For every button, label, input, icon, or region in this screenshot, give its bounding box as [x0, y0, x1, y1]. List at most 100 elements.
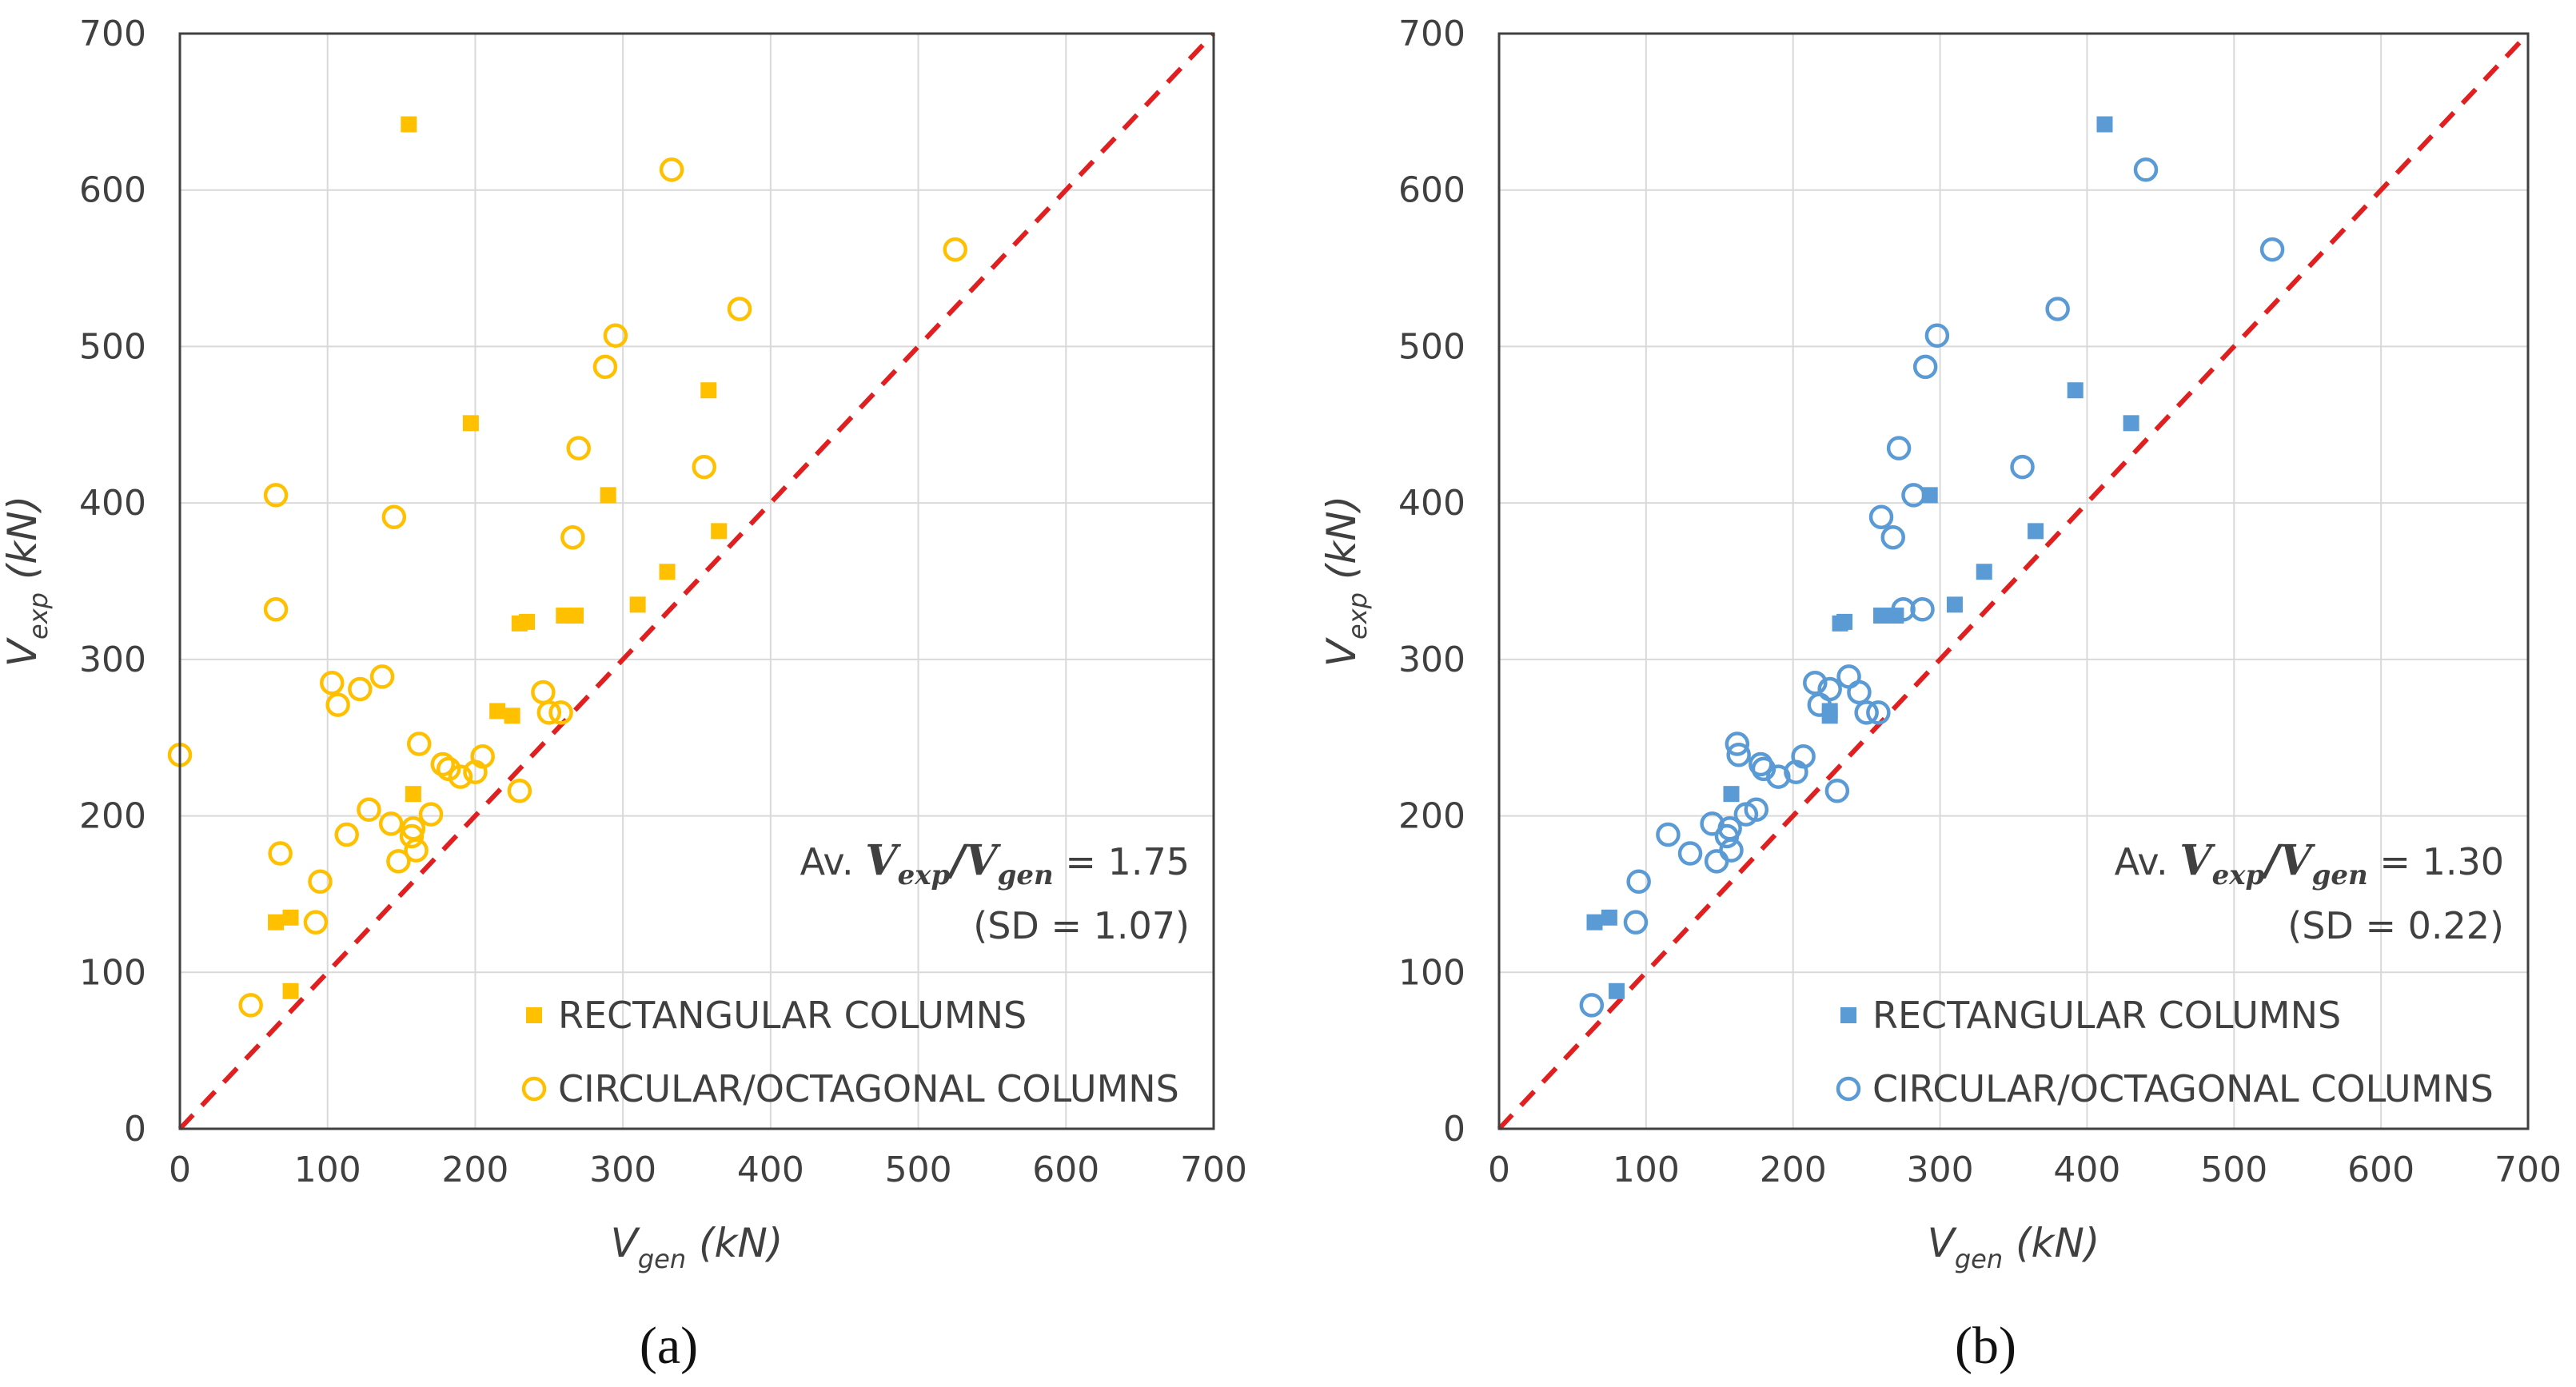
identity-line — [1497, 31, 2530, 1131]
data-point-circular — [1791, 743, 1816, 769]
legend-marker-circular — [1836, 1076, 1861, 1102]
data-point-rectangular — [1976, 564, 1992, 580]
data-point-rectangular — [629, 596, 646, 613]
x-tick-label: 700 — [2494, 1150, 2562, 1190]
data-point-circular — [2133, 157, 2159, 182]
panel-caption: (b) — [1955, 1317, 2016, 1375]
x-tick-label: 600 — [1032, 1150, 1099, 1190]
data-point-rectangular — [1609, 982, 1625, 999]
data-point-circular — [1725, 731, 1750, 756]
data-point-circular — [268, 841, 293, 866]
data-point-circular — [1704, 849, 1729, 874]
data-point-circular — [404, 838, 429, 863]
data-point-circular — [238, 993, 263, 1018]
data-point-circular — [1817, 676, 1842, 702]
data-point-rectangular — [401, 116, 417, 133]
y-tick-label: 200 — [79, 796, 146, 837]
data-point-circular — [263, 483, 289, 508]
plot-frame — [1497, 32, 2530, 1130]
data-point-circular — [334, 822, 359, 847]
legend-marker-rectangular — [526, 1007, 542, 1023]
legend-label-circular: CIRCULAR/OCTAGONAL COLUMNS — [558, 1067, 1179, 1110]
data-point-rectangular — [268, 914, 285, 931]
plot-frame — [178, 32, 1215, 1130]
data-point-rectangular — [2096, 116, 2113, 133]
data-point-circular — [1579, 993, 1605, 1018]
data-point-circular — [692, 454, 716, 480]
data-point-rectangular — [282, 909, 299, 926]
y-axis-label: Vexp (kN) — [1318, 496, 1373, 667]
data-point-circular — [943, 237, 967, 262]
data-point-circular — [1656, 822, 1681, 847]
data-point-rectangular — [711, 523, 728, 540]
data-point-rectangular — [1601, 909, 1617, 926]
data-point-rectangular — [462, 415, 479, 432]
data-point-circular — [1719, 838, 1744, 863]
y-tick-label: 300 — [1398, 640, 1465, 680]
data-point-rectangular — [1946, 596, 1963, 613]
data-point-rectangular — [1873, 608, 1890, 624]
data-point-circular — [448, 764, 473, 789]
panel-b: 0 100 200 300 400 500 600 700 0 100 200 300 400 500 60… — [1318, 14, 2562, 1375]
data-point-circular — [1886, 436, 1912, 460]
identity-line — [177, 31, 1216, 1131]
data-point-circular — [536, 700, 562, 725]
y-tick-label: 400 — [1398, 483, 1465, 524]
data-point-circular — [325, 692, 350, 717]
legend-label-circular: CIRCULAR/OCTAGONAL COLUMNS — [1872, 1067, 2494, 1110]
x-tick-label: 200 — [1760, 1150, 1827, 1190]
data-point-circular — [2010, 454, 2035, 480]
data-point-circular — [381, 504, 407, 530]
stats-sd: (SD = 0.22) — [2287, 904, 2504, 947]
data-point-rectangular — [2123, 415, 2139, 432]
x-tick-label: 0 — [169, 1150, 191, 1190]
legend-marker-rectangular — [1840, 1007, 1856, 1023]
data-point-rectangular — [659, 564, 676, 580]
x-tick-label: 400 — [2053, 1150, 2120, 1190]
data-point-circular — [548, 700, 573, 725]
y-tick-label: 400 — [79, 483, 146, 524]
x-tick-label: 300 — [589, 1150, 656, 1190]
data-point-circular — [1677, 841, 1703, 866]
data-point-circular — [603, 323, 628, 348]
x-axis-label: Vgen (kN) — [611, 1220, 784, 1274]
data-point-rectangular — [504, 707, 520, 724]
y-tick-label: 500 — [79, 326, 146, 367]
data-point-circular — [1910, 596, 1935, 622]
data-point-rectangular — [568, 608, 584, 624]
x-axis-label: Vgen (kN) — [1928, 1220, 2100, 1274]
data-point-circular — [1901, 483, 1926, 508]
data-point-circular — [378, 811, 404, 836]
data-point-rectangular — [1586, 914, 1603, 931]
data-point-circular — [1726, 742, 1751, 767]
data-point-rectangular — [1836, 613, 1853, 630]
data-point-circular — [1744, 797, 1769, 822]
data-point-circular — [418, 802, 444, 827]
y-tick-label: 300 — [79, 640, 146, 680]
y-tick-label: 0 — [124, 1109, 146, 1150]
y-tick-label: 600 — [79, 170, 146, 211]
data-point-circular — [531, 680, 556, 705]
data-point-rectangular — [600, 487, 616, 504]
data-point-rectangular — [282, 982, 299, 999]
y-tick-label: 500 — [1398, 326, 1465, 367]
y-tick-label: 100 — [1398, 952, 1465, 993]
x-tick-label: 500 — [885, 1150, 952, 1190]
data-point-rectangular — [2067, 382, 2084, 399]
x-tick-label: 0 — [1488, 1150, 1510, 1190]
data-point-circular — [357, 797, 381, 822]
data-point-rectangular — [700, 382, 717, 399]
data-point-circular — [1847, 680, 1872, 705]
data-point-circular — [727, 297, 752, 321]
data-point-circular — [1880, 524, 1905, 550]
data-point-circular — [1623, 910, 1649, 935]
panel-caption: (a) — [640, 1317, 698, 1375]
x-tick-label: 200 — [441, 1150, 508, 1190]
data-point-circular — [303, 910, 329, 935]
x-tick-label: 600 — [2347, 1150, 2415, 1190]
x-tick-label: 300 — [1907, 1150, 1974, 1190]
data-point-circular — [1803, 670, 1828, 695]
stats-average: Av. Vexp/Vgen = 1.75 — [800, 836, 1190, 891]
y-tick-label: 700 — [79, 14, 146, 54]
